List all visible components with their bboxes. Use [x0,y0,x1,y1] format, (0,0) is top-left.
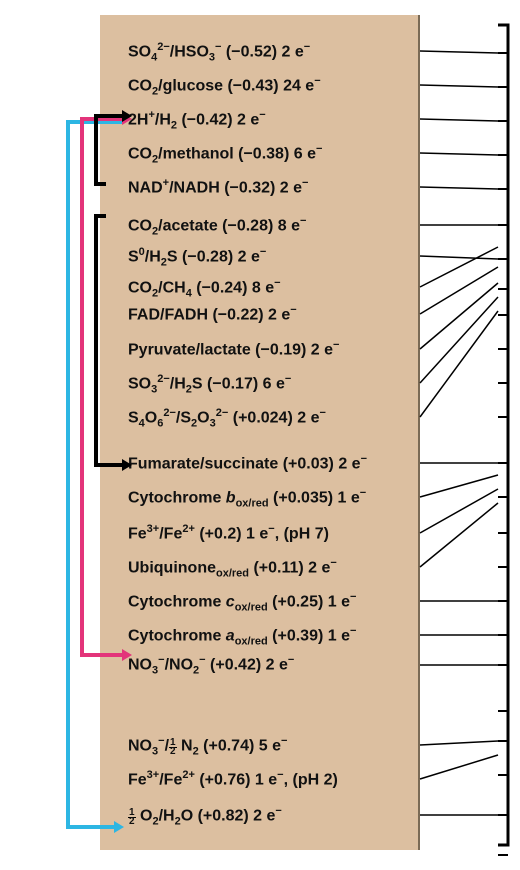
redox-panel [100,15,420,850]
redox-row-10: SO32−/H2S (−0.17) 6 e− [128,373,291,396]
redox-row-19: NO3−/12 N2 (+0.74) 5 e− [128,735,287,758]
redox-row-17: Cytochrome aox/red (+0.39) 1 e− [128,625,356,648]
redox-row-4: NAD+/NADH (−0.32) 2 e− [128,177,308,197]
redox-row-5: CO2/acetate (−0.28) 8 e− [128,215,306,238]
redox-row-15: Ubiquinoneox/red (+0.11) 2 e− [128,557,337,580]
redox-row-0: SO42−/HSO3− (−0.52) 2 e− [128,41,310,64]
redox-row-7: CO2/CH4 (−0.24) 8 e− [128,277,281,300]
redox-row-16: Cytochrome cox/red (+0.25) 1 e− [128,591,356,614]
redox-row-3: CO2/methanol (−0.38) 6 e− [128,143,322,166]
redox-row-2: 2H+/H2 (−0.42) 2 e− [128,109,266,132]
redox-row-11: S4O62−/S2O32− (+0.024) 2 e− [128,407,326,430]
redox-row-20: Fe3+/Fe2+ (+0.76) 1 e−, (pH 2) [128,769,338,789]
redox-row-13: Cytochrome box/red (+0.035) 1 e− [128,487,366,510]
redox-row-6: S0/H2S (−0.28) 2 e− [128,246,266,269]
redox-row-21: 12 O2/H2O (+0.82) 2 e− [128,805,282,828]
redox-row-9: Pyruvate/lactate (−0.19) 2 e− [128,339,339,359]
redox-row-18: NO3−/NO2− (+0.42) 2 e− [128,654,294,677]
redox-row-8: FAD/FADH (−0.22) 2 e− [128,304,297,324]
redox-row-14: Fe3+/Fe2+ (+0.2) 1 e−, (pH 7) [128,523,329,543]
redox-row-1: CO2/glucose (−0.43) 24 e− [128,75,321,98]
redox-row-12: Fumarate/succinate (+0.03) 2 e− [128,453,367,473]
